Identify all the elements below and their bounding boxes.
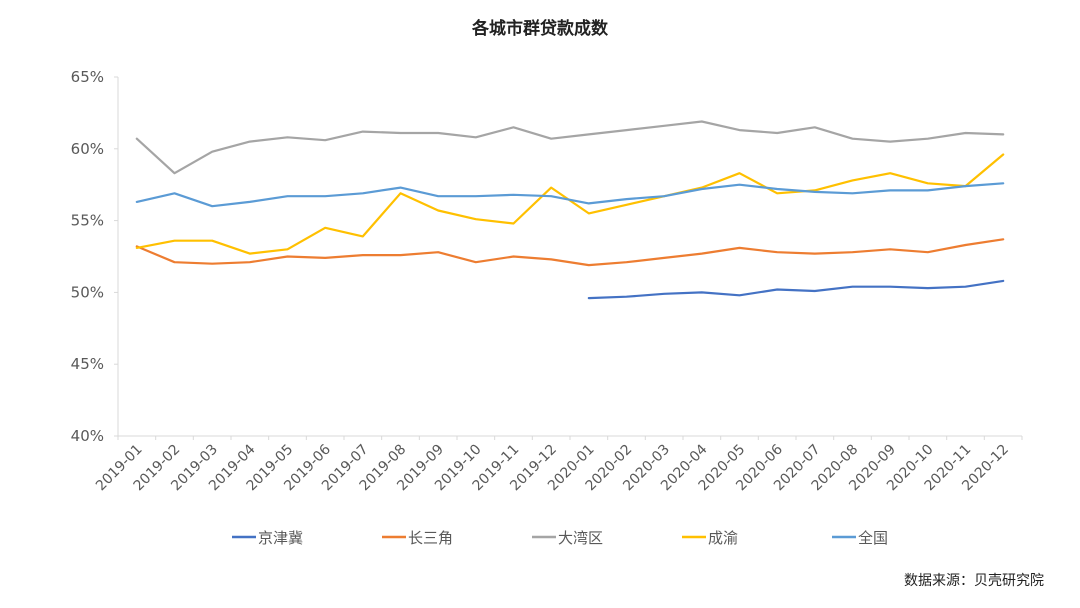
legend-label: 京津冀 (258, 529, 303, 547)
y-tick-label: 65% (71, 68, 104, 86)
data-source-note: 数据来源：贝壳研究院 (904, 573, 1044, 589)
y-tick-label: 40% (71, 427, 104, 445)
legend-label: 全国 (858, 529, 888, 547)
series-line-成渝 (135, 153, 1005, 255)
y-tick-label: 50% (71, 283, 104, 301)
y-tick-label: 55% (71, 212, 104, 230)
legend-label: 大湾区 (558, 529, 603, 547)
series-line-大湾区 (135, 120, 1005, 175)
legend-label: 成渝 (708, 529, 738, 547)
series-line-全国 (135, 182, 1005, 208)
legend-label: 长三角 (408, 529, 453, 547)
y-tick-label: 45% (71, 355, 104, 373)
chart-title: 各城市群贷款成数 (472, 19, 608, 39)
series-line-长三角 (135, 238, 1005, 267)
series-line-京津冀 (587, 279, 1005, 300)
y-tick-label: 60% (71, 140, 104, 158)
